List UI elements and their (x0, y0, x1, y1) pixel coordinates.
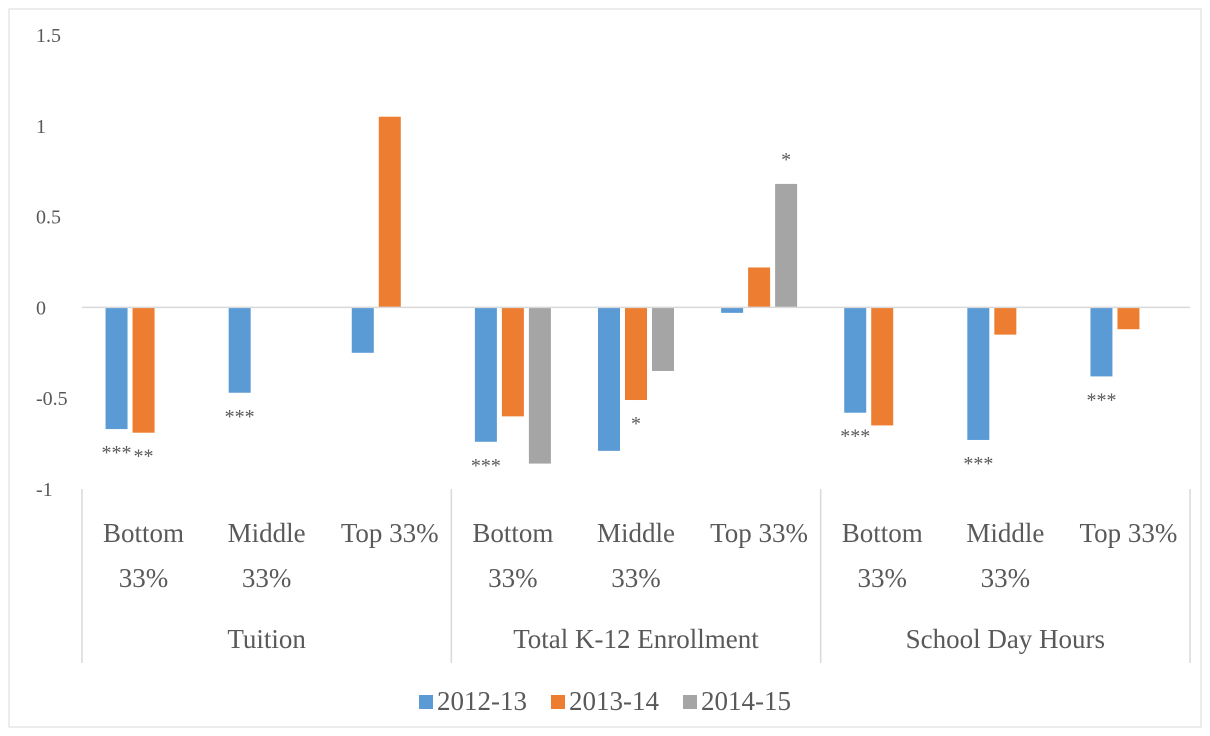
significance-label: ** (134, 446, 154, 468)
bar (967, 307, 990, 440)
bar (474, 307, 497, 442)
significance-label: *** (963, 453, 993, 475)
bar (994, 307, 1017, 335)
significance-label: *** (471, 455, 501, 477)
significance-label: * (781, 149, 791, 171)
y-tick-label: 0.5 (36, 207, 61, 229)
y-tick-label: -0.5 (36, 388, 68, 410)
x-tick-label: Bottom 33% (841, 518, 923, 593)
legend-swatch (683, 694, 697, 709)
bar (105, 307, 128, 430)
bar (228, 307, 251, 393)
bar (1117, 307, 1140, 330)
bar (721, 307, 744, 313)
legend-item: 2014-15 (683, 686, 791, 717)
bar (775, 183, 798, 308)
bar (844, 307, 867, 413)
y-tick-label: 1.5 (36, 25, 61, 47)
bar (351, 307, 374, 353)
legend-label: 2012-13 (437, 686, 527, 716)
bar (652, 307, 674, 371)
y-tick-label: 1 (36, 116, 46, 138)
y-tick-label: 0 (36, 297, 46, 319)
bar (871, 307, 894, 426)
y-tick-label: -1 (36, 479, 53, 501)
x-tick-label: Bottom 33% (103, 518, 185, 593)
x-tick-label: Middle 33% (597, 518, 675, 593)
significance-label: *** (840, 426, 870, 448)
bar (501, 307, 524, 417)
significance-label: * (631, 413, 641, 435)
legend-label: 2014-15 (701, 686, 791, 716)
x-tick-label: Middle 33% (227, 518, 306, 593)
bar (1090, 307, 1113, 377)
legend: 2012-13 2013-14 2014-15 (0, 686, 1210, 717)
significance-label: *** (102, 442, 132, 464)
legend-swatch (551, 694, 565, 709)
legend-swatch (419, 694, 433, 709)
legend-item: 2013-14 (551, 686, 659, 717)
group-label: Tuition (227, 624, 306, 654)
significance-label: *** (1086, 389, 1116, 411)
bar (748, 267, 771, 308)
legend-item: 2012-13 (419, 686, 527, 717)
bar (378, 116, 401, 308)
significance-label: *** (225, 406, 255, 428)
group-label: School Day Hours (905, 624, 1106, 654)
chart-border (8, 8, 1202, 728)
bar (528, 307, 551, 464)
bar (598, 307, 620, 451)
group-label: Total K-12 Enrollment (513, 624, 759, 654)
x-tick-label: Middle 33% (966, 518, 1045, 593)
bar (132, 307, 155, 433)
x-tick-label: Top 33% (710, 518, 809, 548)
x-tick-label: Top 33% (1079, 518, 1178, 548)
bar (625, 307, 647, 401)
legend-label: 2013-14 (569, 686, 659, 716)
x-tick-label: Bottom 33% (472, 518, 554, 593)
x-tick-label: Top 33% (340, 518, 439, 548)
